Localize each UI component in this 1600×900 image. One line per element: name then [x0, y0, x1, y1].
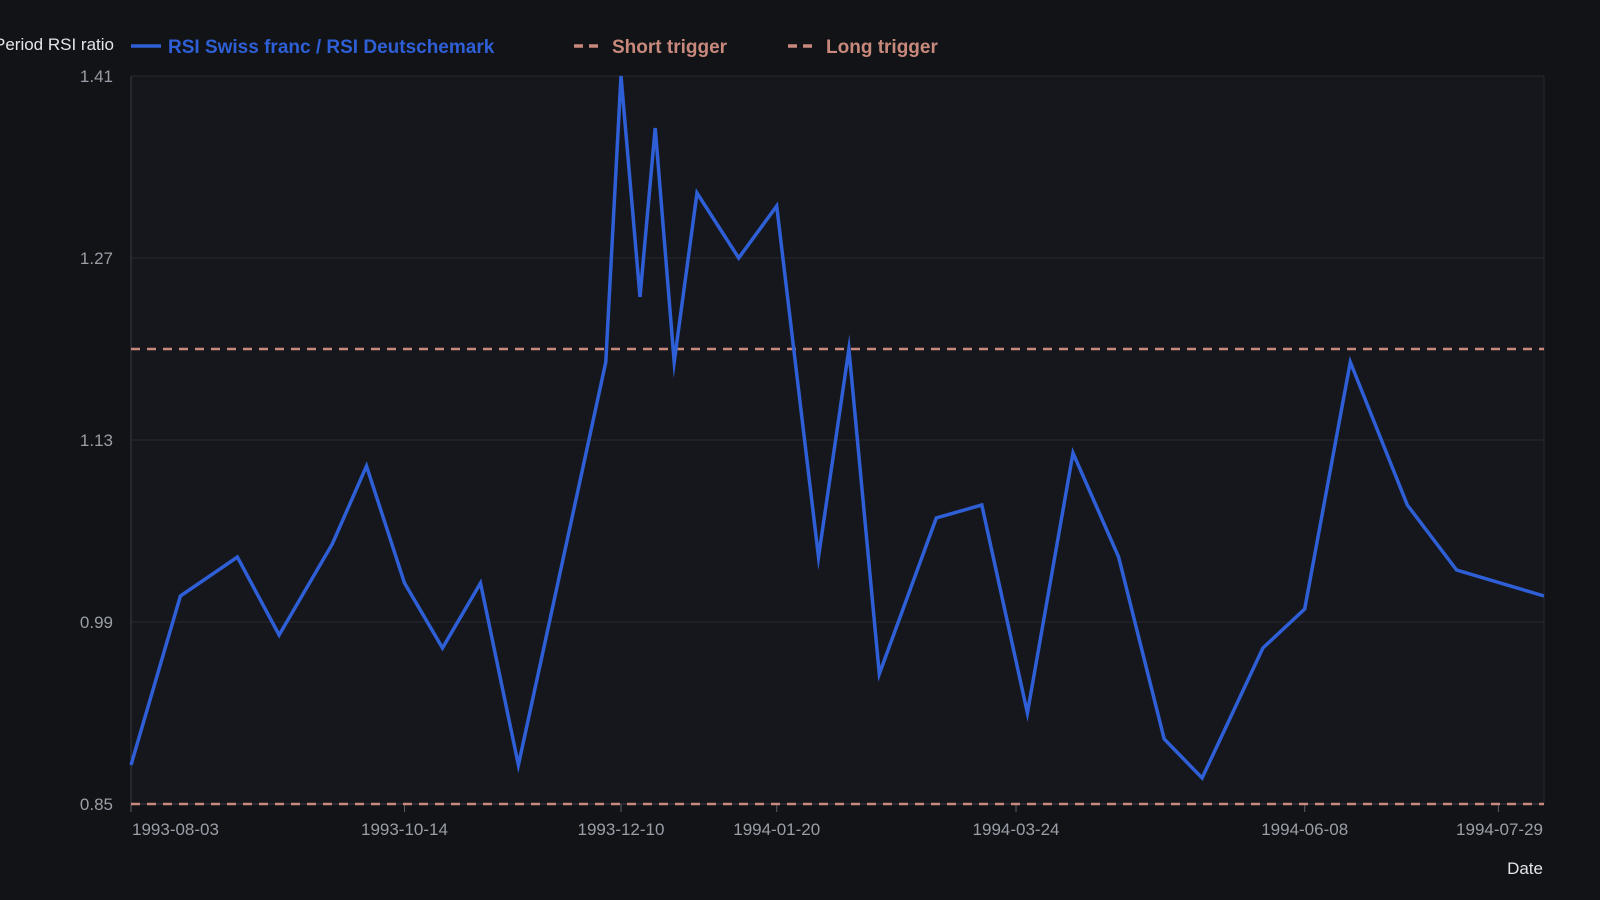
x-axis-title: Date [1507, 859, 1543, 878]
y-tick-label: 1.41 [80, 67, 113, 86]
legend-item-short-trigger[interactable]: Short trigger [574, 37, 728, 58]
rsi-ratio-point[interactable] [814, 552, 824, 562]
rsi-ratio-point[interactable] [874, 669, 884, 679]
rsi-ratio-point[interactable] [1114, 552, 1124, 562]
x-tick-label: 1994-03-24 [973, 820, 1060, 839]
rsi-ratio-point[interactable] [1159, 734, 1169, 744]
rsi-ratio-point[interactable] [635, 292, 645, 302]
rsi-ratio-point[interactable] [513, 760, 523, 770]
legend-label-ratio: RSI Swiss franc / RSI Deutschemark [168, 37, 495, 58]
rsi-ratio-point[interactable] [274, 630, 284, 640]
rsi-ratio-point[interactable] [616, 71, 626, 81]
rsi-ratio-point[interactable] [1022, 708, 1032, 718]
rsi-ratio-series-line [129, 75, 1545, 782]
rsi-ratio-point[interactable] [175, 591, 185, 601]
rsi-ratio-point[interactable] [437, 643, 447, 653]
legend-item-ratio[interactable]: RSI Swiss franc / RSI Deutschemark [131, 37, 495, 58]
rsi-ratio-point[interactable] [692, 188, 702, 198]
rsi-ratio-point[interactable] [126, 760, 136, 770]
legend: RSI Swiss franc / RSI Deutschemark Short… [131, 37, 938, 58]
rsi-ratio-point[interactable] [772, 201, 782, 211]
rsi-ratio-point[interactable] [1452, 565, 1462, 575]
x-tick-label: 1994-06-08 [1261, 820, 1348, 839]
legend-label-short-trigger: Short trigger [612, 37, 728, 58]
rsi-ratio-point[interactable] [931, 513, 941, 523]
rsi-ratio-point[interactable] [844, 344, 854, 354]
legend-label-long-trigger: Long trigger [826, 37, 938, 58]
rsi-ratio-point[interactable] [650, 123, 660, 133]
rsi-ratio-point[interactable] [362, 461, 372, 471]
x-tick-label: 1993-12-10 [578, 820, 665, 839]
rsi-ratio-point[interactable] [1300, 604, 1310, 614]
rsi-ratio-point[interactable] [399, 578, 409, 588]
rsi-ratio-point[interactable] [734, 253, 744, 263]
rsi-ratio-point[interactable] [232, 552, 242, 562]
rsi-ratio-point[interactable] [327, 539, 337, 549]
rsi-ratio-point[interactable] [1197, 773, 1207, 783]
rsi-ratio-point[interactable] [1402, 500, 1412, 510]
rsi-ratio-point[interactable] [1345, 357, 1355, 367]
rsi-ratio-point[interactable] [1068, 448, 1078, 458]
rsi-ratio-point[interactable] [601, 357, 611, 367]
legend-item-long-trigger[interactable]: Long trigger [788, 37, 938, 58]
x-tick-label: 1994-01-20 [733, 820, 820, 839]
y-tick-label: 0.85 [80, 795, 113, 814]
rsi-ratio-point[interactable] [977, 500, 987, 510]
y-tick-label: 1.27 [80, 249, 113, 268]
y-tick-label: 1.13 [80, 431, 113, 450]
x-tick-label: 1994-07-29 [1456, 820, 1543, 839]
y-axis-title: Period RSI ratio [0, 35, 114, 54]
rsi-ratio-point[interactable] [1258, 643, 1268, 653]
rsi-ratio-point[interactable] [475, 578, 485, 588]
y-tick-label: 0.99 [80, 613, 113, 632]
x-tick-label: 1993-10-14 [361, 820, 448, 839]
x-tick-label: 1993-08-03 [132, 820, 219, 839]
rsi-ratio-point[interactable] [669, 357, 679, 367]
rsi-ratio-point[interactable] [1539, 591, 1549, 601]
series-layer [126, 71, 1549, 806]
